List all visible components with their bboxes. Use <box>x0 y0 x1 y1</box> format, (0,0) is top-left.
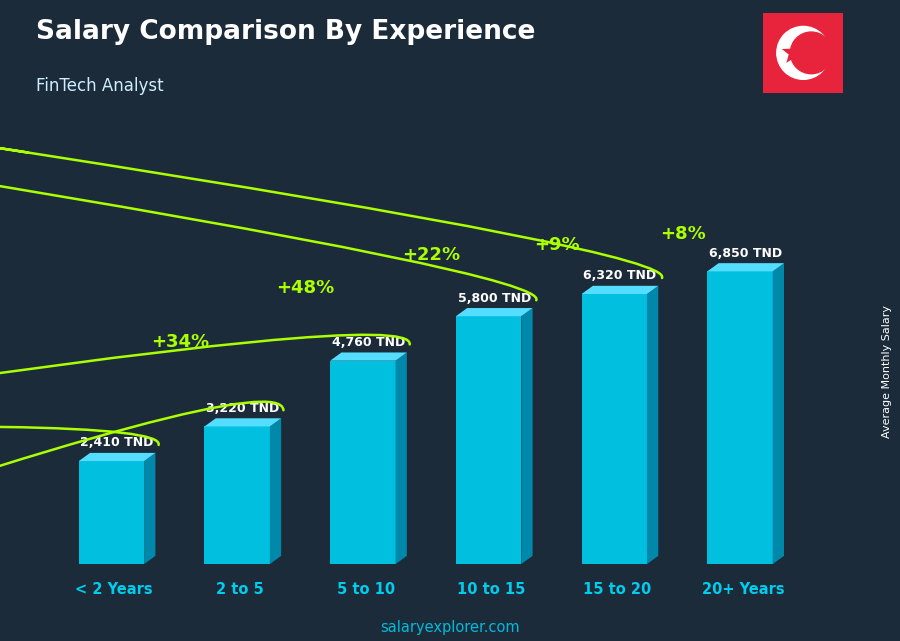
Polygon shape <box>330 353 407 361</box>
Text: +22%: +22% <box>402 246 461 264</box>
Polygon shape <box>773 263 784 564</box>
Polygon shape <box>144 453 156 564</box>
Text: 2,410 TND: 2,410 TND <box>80 437 154 449</box>
Polygon shape <box>647 286 658 564</box>
Polygon shape <box>707 271 773 564</box>
Text: 5 to 10: 5 to 10 <box>337 581 395 597</box>
Polygon shape <box>521 308 533 564</box>
Text: salaryexplorer.com: salaryexplorer.com <box>380 620 520 635</box>
Text: 2 to 5: 2 to 5 <box>216 581 264 597</box>
Text: 15 to 20: 15 to 20 <box>583 581 652 597</box>
Polygon shape <box>78 453 156 461</box>
Text: 6,850 TND: 6,850 TND <box>709 247 782 260</box>
Text: 4,760 TND: 4,760 TND <box>332 336 405 349</box>
Polygon shape <box>204 426 270 564</box>
Polygon shape <box>395 353 407 564</box>
Circle shape <box>777 26 830 79</box>
Text: 5,800 TND: 5,800 TND <box>457 292 531 304</box>
Text: +8%: +8% <box>660 225 706 243</box>
Polygon shape <box>707 263 784 271</box>
Text: < 2 Years: < 2 Years <box>76 581 153 597</box>
Text: +48%: +48% <box>276 279 335 297</box>
Text: Salary Comparison By Experience: Salary Comparison By Experience <box>36 19 536 46</box>
Polygon shape <box>581 286 658 294</box>
Polygon shape <box>330 361 395 564</box>
Text: FinTech Analyst: FinTech Analyst <box>36 77 164 95</box>
Text: +9%: +9% <box>535 236 580 254</box>
Text: 3,220 TND: 3,220 TND <box>206 402 279 415</box>
Polygon shape <box>763 13 843 93</box>
Text: 10 to 15: 10 to 15 <box>457 581 526 597</box>
Polygon shape <box>581 294 647 564</box>
Polygon shape <box>204 419 281 426</box>
Text: Average Monthly Salary: Average Monthly Salary <box>881 305 892 438</box>
Polygon shape <box>270 419 281 564</box>
Text: 6,320 TND: 6,320 TND <box>583 269 656 282</box>
Polygon shape <box>782 40 806 63</box>
Circle shape <box>790 32 833 74</box>
Text: 20+ Years: 20+ Years <box>701 581 784 597</box>
Polygon shape <box>456 316 521 564</box>
Polygon shape <box>456 308 533 316</box>
Text: +34%: +34% <box>151 333 209 351</box>
Polygon shape <box>78 461 144 564</box>
